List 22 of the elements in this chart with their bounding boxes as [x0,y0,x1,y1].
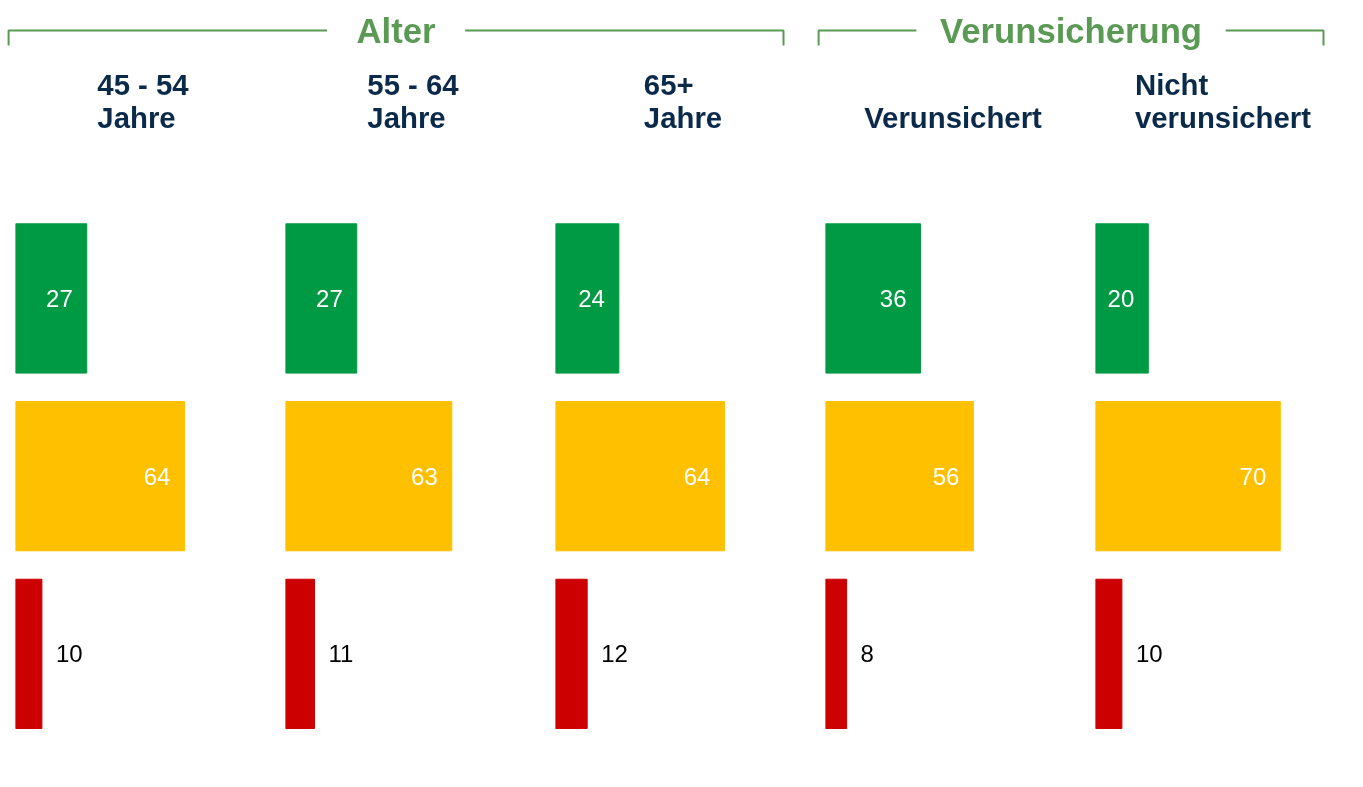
data-label: 64 [683,462,711,490]
chart-title: Nicht verunsichert [1134,67,1312,134]
data-label: 27 [46,284,73,312]
chart-title: 55 - 64 Jahre [367,67,460,134]
data-label: 70 [1239,462,1267,490]
data-label: 8 [860,640,874,668]
data-label: 36 [879,284,907,312]
data-label: 10 [1135,640,1163,668]
data-label: 56 [932,462,960,490]
data-label: 11 [328,640,354,668]
data-label: 63 [411,462,438,490]
text: Alter [356,11,436,50]
data-label: 64 [143,462,171,490]
data-label: 20 [1107,284,1135,312]
data-label: 12 [601,640,628,668]
chart-title: Verunsichert [864,100,1043,134]
text: Verunsicherung [940,11,1203,50]
data-label: 24 [578,284,605,312]
data-label: 27 [316,284,343,312]
data-label: 10 [55,640,83,668]
chart-title: 45 - 54 Jahre [97,67,190,134]
chart-title: 65+ Jahre [643,67,723,134]
